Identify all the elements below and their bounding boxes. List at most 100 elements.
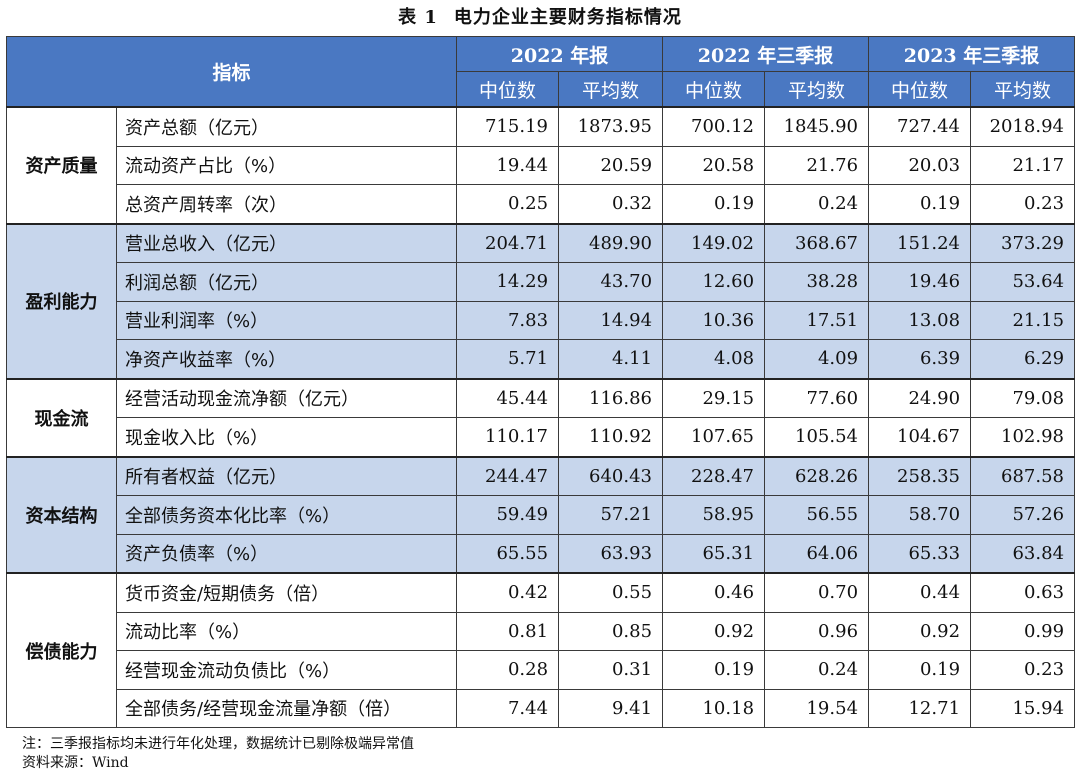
table-row: 营业利润率（%） 7.83 14.94 10.36 17.51 13.08 21.15 <box>7 300 1076 340</box>
metric-label: 货币资金/短期债务（倍） <box>115 572 458 613</box>
value-cell: 0.19 <box>868 184 972 224</box>
value-cell: 228.47 <box>662 456 766 496</box>
value-cell: 0.92 <box>662 611 766 651</box>
value-cell: 5.71 <box>456 339 560 379</box>
value-cell: 19.46 <box>868 262 972 302</box>
table-row: 净资产收益率（%） 5.71 4.11 4.08 4.09 6.39 6.29 <box>7 339 1076 379</box>
value-cell: 640.43 <box>558 456 664 496</box>
value-cell: 258.35 <box>868 456 972 496</box>
category-cell: 资产质量 <box>6 106 117 224</box>
value-cell: 0.99 <box>970 611 1076 651</box>
metric-label: 营业利润率（%） <box>115 300 458 340</box>
value-cell: 0.23 <box>970 184 1076 224</box>
value-cell: 687.58 <box>970 456 1076 496</box>
value-cell: 14.29 <box>456 262 560 302</box>
header-period-2023-q3: 2023 年三季报 <box>868 36 1076 72</box>
indicator-group: 偿债能力 货币资金/短期债务（倍） 0.42 0.55 0.46 0.70 0.44 0.63… <box>6 572 1076 728</box>
table-row: 资产质量 资产总额（亿元） 715.19 1873.95 700.12 1845.90 72… <box>6 106 1076 224</box>
financial-indicators-table: 指标 2022 年报 2022 年三季报 2023 年三季报 中位数 平均数 中… <box>5 36 1076 728</box>
table-note: 注：三季报指标均未进行年化处理，数据统计已剔除极端异常值 <box>22 736 414 752</box>
metric-label: 所有者权益（亿元） <box>115 456 458 496</box>
table-row: 全部债务资本化比率（%） 59.49 57.21 58.95 56.55 58.70 57.… <box>7 495 1076 535</box>
value-cell: 151.24 <box>868 223 972 263</box>
value-cell: 21.76 <box>764 145 870 185</box>
value-cell: 0.32 <box>558 184 664 224</box>
indicator-group: 资产质量 资产总额（亿元） 715.19 1873.95 700.12 1845.90 72… <box>6 106 1076 224</box>
value-cell: 368.67 <box>764 223 870 263</box>
metric-label: 全部债务资本化比率（%） <box>115 495 458 535</box>
table-caption: 表 1 电力企业主要财务指标情况 <box>0 0 1080 36</box>
value-cell: 14.94 <box>558 300 664 340</box>
value-cell: 17.51 <box>764 300 870 340</box>
header-median: 中位数 <box>662 71 766 108</box>
header-period-2022-q3: 2022 年三季报 <box>662 36 870 72</box>
value-cell: 4.09 <box>764 339 870 379</box>
value-cell: 110.92 <box>558 417 664 457</box>
table-row: 现金流 经营活动现金流净额（亿元） 45.44 116.86 29.15 77.60 24.… <box>6 378 1076 457</box>
value-cell: 6.39 <box>868 339 972 379</box>
value-cell: 244.47 <box>456 456 560 496</box>
value-cell: 15.94 <box>970 688 1076 728</box>
value-cell: 58.95 <box>662 495 766 535</box>
metric-label: 利润总额（亿元） <box>115 262 458 302</box>
value-cell: 77.60 <box>764 378 870 418</box>
value-cell: 19.44 <box>456 145 560 185</box>
value-cell: 116.86 <box>558 378 664 418</box>
table-row: 偿债能力 货币资金/短期债务（倍） 0.42 0.55 0.46 0.70 0.44 0.63 <box>6 572 1076 728</box>
header-median: 中位数 <box>456 71 560 108</box>
table-number: 表 1 <box>398 7 438 28</box>
value-cell: 0.96 <box>764 611 870 651</box>
value-cell: 1873.95 <box>558 106 664 147</box>
value-cell: 0.42 <box>456 572 560 613</box>
value-cell: 20.58 <box>662 145 766 185</box>
value-cell: 107.65 <box>662 417 766 457</box>
value-cell: 110.17 <box>456 417 560 457</box>
value-cell: 20.59 <box>558 145 664 185</box>
category-cell: 资本结构 <box>6 456 117 574</box>
value-cell: 0.19 <box>662 184 766 224</box>
value-cell: 0.25 <box>456 184 560 224</box>
header-median: 中位数 <box>868 71 972 108</box>
header-mean: 平均数 <box>558 71 664 108</box>
value-cell: 43.70 <box>558 262 664 302</box>
metric-label: 总资产周转率（次） <box>115 184 458 224</box>
value-cell: 10.18 <box>662 688 766 728</box>
value-cell: 79.08 <box>970 378 1076 418</box>
table-row: 现金收入比（%） 110.17 110.92 107.65 105.54 104.67 10… <box>7 417 1076 457</box>
table-row: 流动比率（%） 0.81 0.85 0.92 0.96 0.92 0.99 <box>7 611 1076 651</box>
value-cell: 56.55 <box>764 495 870 535</box>
value-cell: 204.71 <box>456 223 560 263</box>
value-cell: 373.29 <box>970 223 1076 263</box>
value-cell: 0.92 <box>868 611 972 651</box>
value-cell: 7.83 <box>456 300 560 340</box>
category-cell: 偿债能力 <box>6 572 117 728</box>
value-cell: 65.33 <box>868 533 972 574</box>
value-cell: 4.08 <box>662 339 766 379</box>
metric-label: 经营现金流动负债比（%） <box>115 650 458 690</box>
value-cell: 10.36 <box>662 300 766 340</box>
value-cell: 38.28 <box>764 262 870 302</box>
category-cell: 现金流 <box>6 378 117 457</box>
value-cell: 1845.90 <box>764 106 870 147</box>
value-cell: 9.41 <box>558 688 664 728</box>
indicator-group: 盈利能力 营业总收入（亿元） 204.71 489.90 149.02 368.67 151… <box>6 223 1076 379</box>
header-indicator: 指标 <box>5 36 458 108</box>
header-mean: 平均数 <box>970 71 1076 108</box>
category-cell: 盈利能力 <box>6 223 117 379</box>
value-cell: 0.81 <box>456 611 560 651</box>
value-cell: 0.44 <box>868 572 972 613</box>
value-cell: 0.70 <box>764 572 870 613</box>
value-cell: 12.60 <box>662 262 766 302</box>
value-cell: 0.24 <box>764 650 870 690</box>
value-cell: 0.28 <box>456 650 560 690</box>
value-cell: 715.19 <box>456 106 560 147</box>
value-cell: 24.90 <box>868 378 972 418</box>
value-cell: 149.02 <box>662 223 766 263</box>
metric-label: 流动资产占比（%） <box>115 145 458 185</box>
value-cell: 65.55 <box>456 533 560 574</box>
value-cell: 628.26 <box>764 456 870 496</box>
table-row: 经营现金流动负债比（%） 0.28 0.31 0.19 0.24 0.19 0.23 <box>7 650 1076 690</box>
table-row: 全部债务/经营现金流量净额（倍） 7.44 9.41 10.18 19.54 12.71 1… <box>7 688 1076 728</box>
value-cell: 63.93 <box>558 533 664 574</box>
value-cell: 0.55 <box>558 572 664 613</box>
